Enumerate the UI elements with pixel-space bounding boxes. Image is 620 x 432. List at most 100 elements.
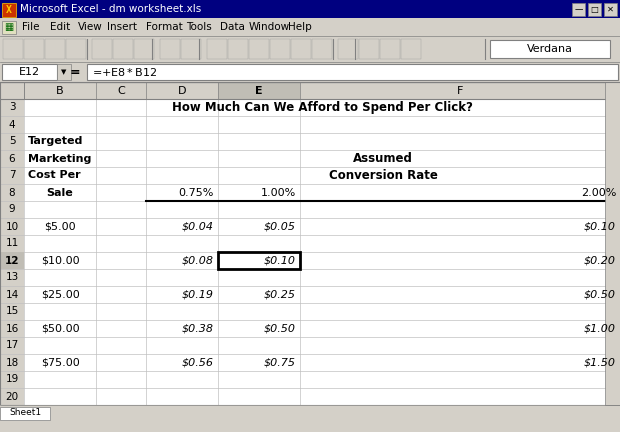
Text: 16: 16: [6, 324, 19, 334]
Bar: [113, 39, 133, 59]
Bar: [0, 18, 620, 36]
Bar: [270, 39, 290, 59]
Text: 18: 18: [6, 358, 19, 368]
Text: 3: 3: [9, 102, 16, 112]
Text: 14: 14: [6, 289, 19, 299]
Text: How Much Can We Afford to Spend Per Click?: How Much Can We Afford to Spend Per Clic…: [172, 101, 472, 114]
Bar: [181, 39, 201, 59]
Text: Data: Data: [220, 22, 245, 32]
Text: E: E: [255, 86, 263, 95]
Text: Window: Window: [249, 22, 290, 32]
Text: $10.00: $10.00: [41, 255, 79, 266]
Text: $0.50: $0.50: [264, 324, 296, 334]
Bar: [218, 252, 300, 269]
Text: 7: 7: [9, 171, 16, 181]
Text: $0.05: $0.05: [264, 222, 296, 232]
Text: $1.50: $1.50: [584, 358, 616, 368]
Bar: [605, 82, 620, 405]
Text: $0.08: $0.08: [182, 255, 214, 266]
Bar: [588, 3, 601, 16]
Text: $0.10: $0.10: [264, 255, 296, 266]
Text: 20: 20: [6, 391, 19, 401]
Bar: [0, 82, 620, 99]
Text: Assumed: Assumed: [353, 152, 413, 165]
Text: $0.75: $0.75: [264, 358, 296, 368]
Text: $0.38: $0.38: [182, 324, 214, 334]
Text: $0.04: $0.04: [182, 222, 214, 232]
Bar: [604, 3, 617, 16]
Bar: [0, 82, 620, 405]
Bar: [300, 82, 620, 99]
Text: ▦: ▦: [4, 22, 14, 32]
Text: $75.00: $75.00: [41, 358, 79, 368]
Bar: [0, 62, 620, 82]
Text: D: D: [178, 86, 186, 95]
Text: 17: 17: [6, 340, 19, 350]
Text: Conversion Rate: Conversion Rate: [329, 169, 438, 182]
Text: Sale: Sale: [46, 187, 73, 197]
Text: $25.00: $25.00: [41, 289, 79, 299]
Text: □: □: [591, 5, 598, 14]
Bar: [24, 82, 620, 405]
Bar: [92, 39, 112, 59]
Bar: [24, 39, 44, 59]
Bar: [96, 82, 146, 99]
Text: 13: 13: [6, 273, 19, 283]
Text: Cost Per: Cost Per: [28, 171, 81, 181]
Text: B: B: [56, 86, 64, 95]
Bar: [0, 407, 50, 420]
Text: ✕: ✕: [607, 5, 614, 14]
Text: ▼: ▼: [61, 69, 67, 75]
Text: 0.75%: 0.75%: [179, 187, 214, 197]
Text: 10: 10: [6, 222, 19, 232]
Bar: [0, 36, 620, 62]
Bar: [228, 39, 248, 59]
Text: —: —: [574, 5, 583, 14]
Text: $0.25: $0.25: [264, 289, 296, 299]
Bar: [359, 39, 379, 59]
Bar: [160, 39, 180, 59]
Bar: [249, 39, 269, 59]
Bar: [312, 39, 332, 59]
Bar: [146, 82, 218, 99]
Bar: [3, 39, 23, 59]
Text: $1.00: $1.00: [584, 324, 616, 334]
Bar: [380, 39, 400, 59]
Text: $0.50: $0.50: [584, 289, 616, 299]
Text: $0.10: $0.10: [584, 222, 616, 232]
Text: Format: Format: [146, 22, 183, 32]
Text: $0.56: $0.56: [182, 358, 214, 368]
Text: $5.00: $5.00: [44, 222, 76, 232]
Bar: [2, 64, 57, 80]
Text: Microsoft Excel - dm worksheet.xls: Microsoft Excel - dm worksheet.xls: [20, 4, 202, 14]
Bar: [0, 405, 620, 420]
Text: 8: 8: [9, 187, 16, 197]
Text: E12: E12: [19, 67, 40, 77]
Text: Sheet1: Sheet1: [9, 408, 41, 417]
Bar: [2, 3, 16, 17]
Text: File: File: [22, 22, 40, 32]
Text: Help: Help: [288, 22, 312, 32]
Bar: [401, 39, 421, 59]
Bar: [338, 39, 358, 59]
Bar: [134, 39, 154, 59]
Bar: [218, 82, 300, 99]
Text: F: F: [457, 86, 463, 95]
Text: =+E$8*$B12: =+E$8*$B12: [92, 66, 157, 78]
Text: 15: 15: [6, 306, 19, 317]
Text: $50.00: $50.00: [41, 324, 79, 334]
Text: 6: 6: [9, 153, 16, 163]
Bar: [2, 21, 16, 34]
Text: View: View: [78, 22, 103, 32]
Bar: [66, 39, 86, 59]
Text: 9: 9: [9, 204, 16, 215]
Bar: [291, 39, 311, 59]
Bar: [0, 252, 24, 269]
Text: 5: 5: [9, 137, 16, 146]
Text: $0.20: $0.20: [584, 255, 616, 266]
Text: 4: 4: [9, 120, 16, 130]
Text: 2.00%: 2.00%: [580, 187, 616, 197]
Text: Insert: Insert: [107, 22, 136, 32]
Text: X: X: [6, 5, 12, 15]
Bar: [572, 3, 585, 16]
